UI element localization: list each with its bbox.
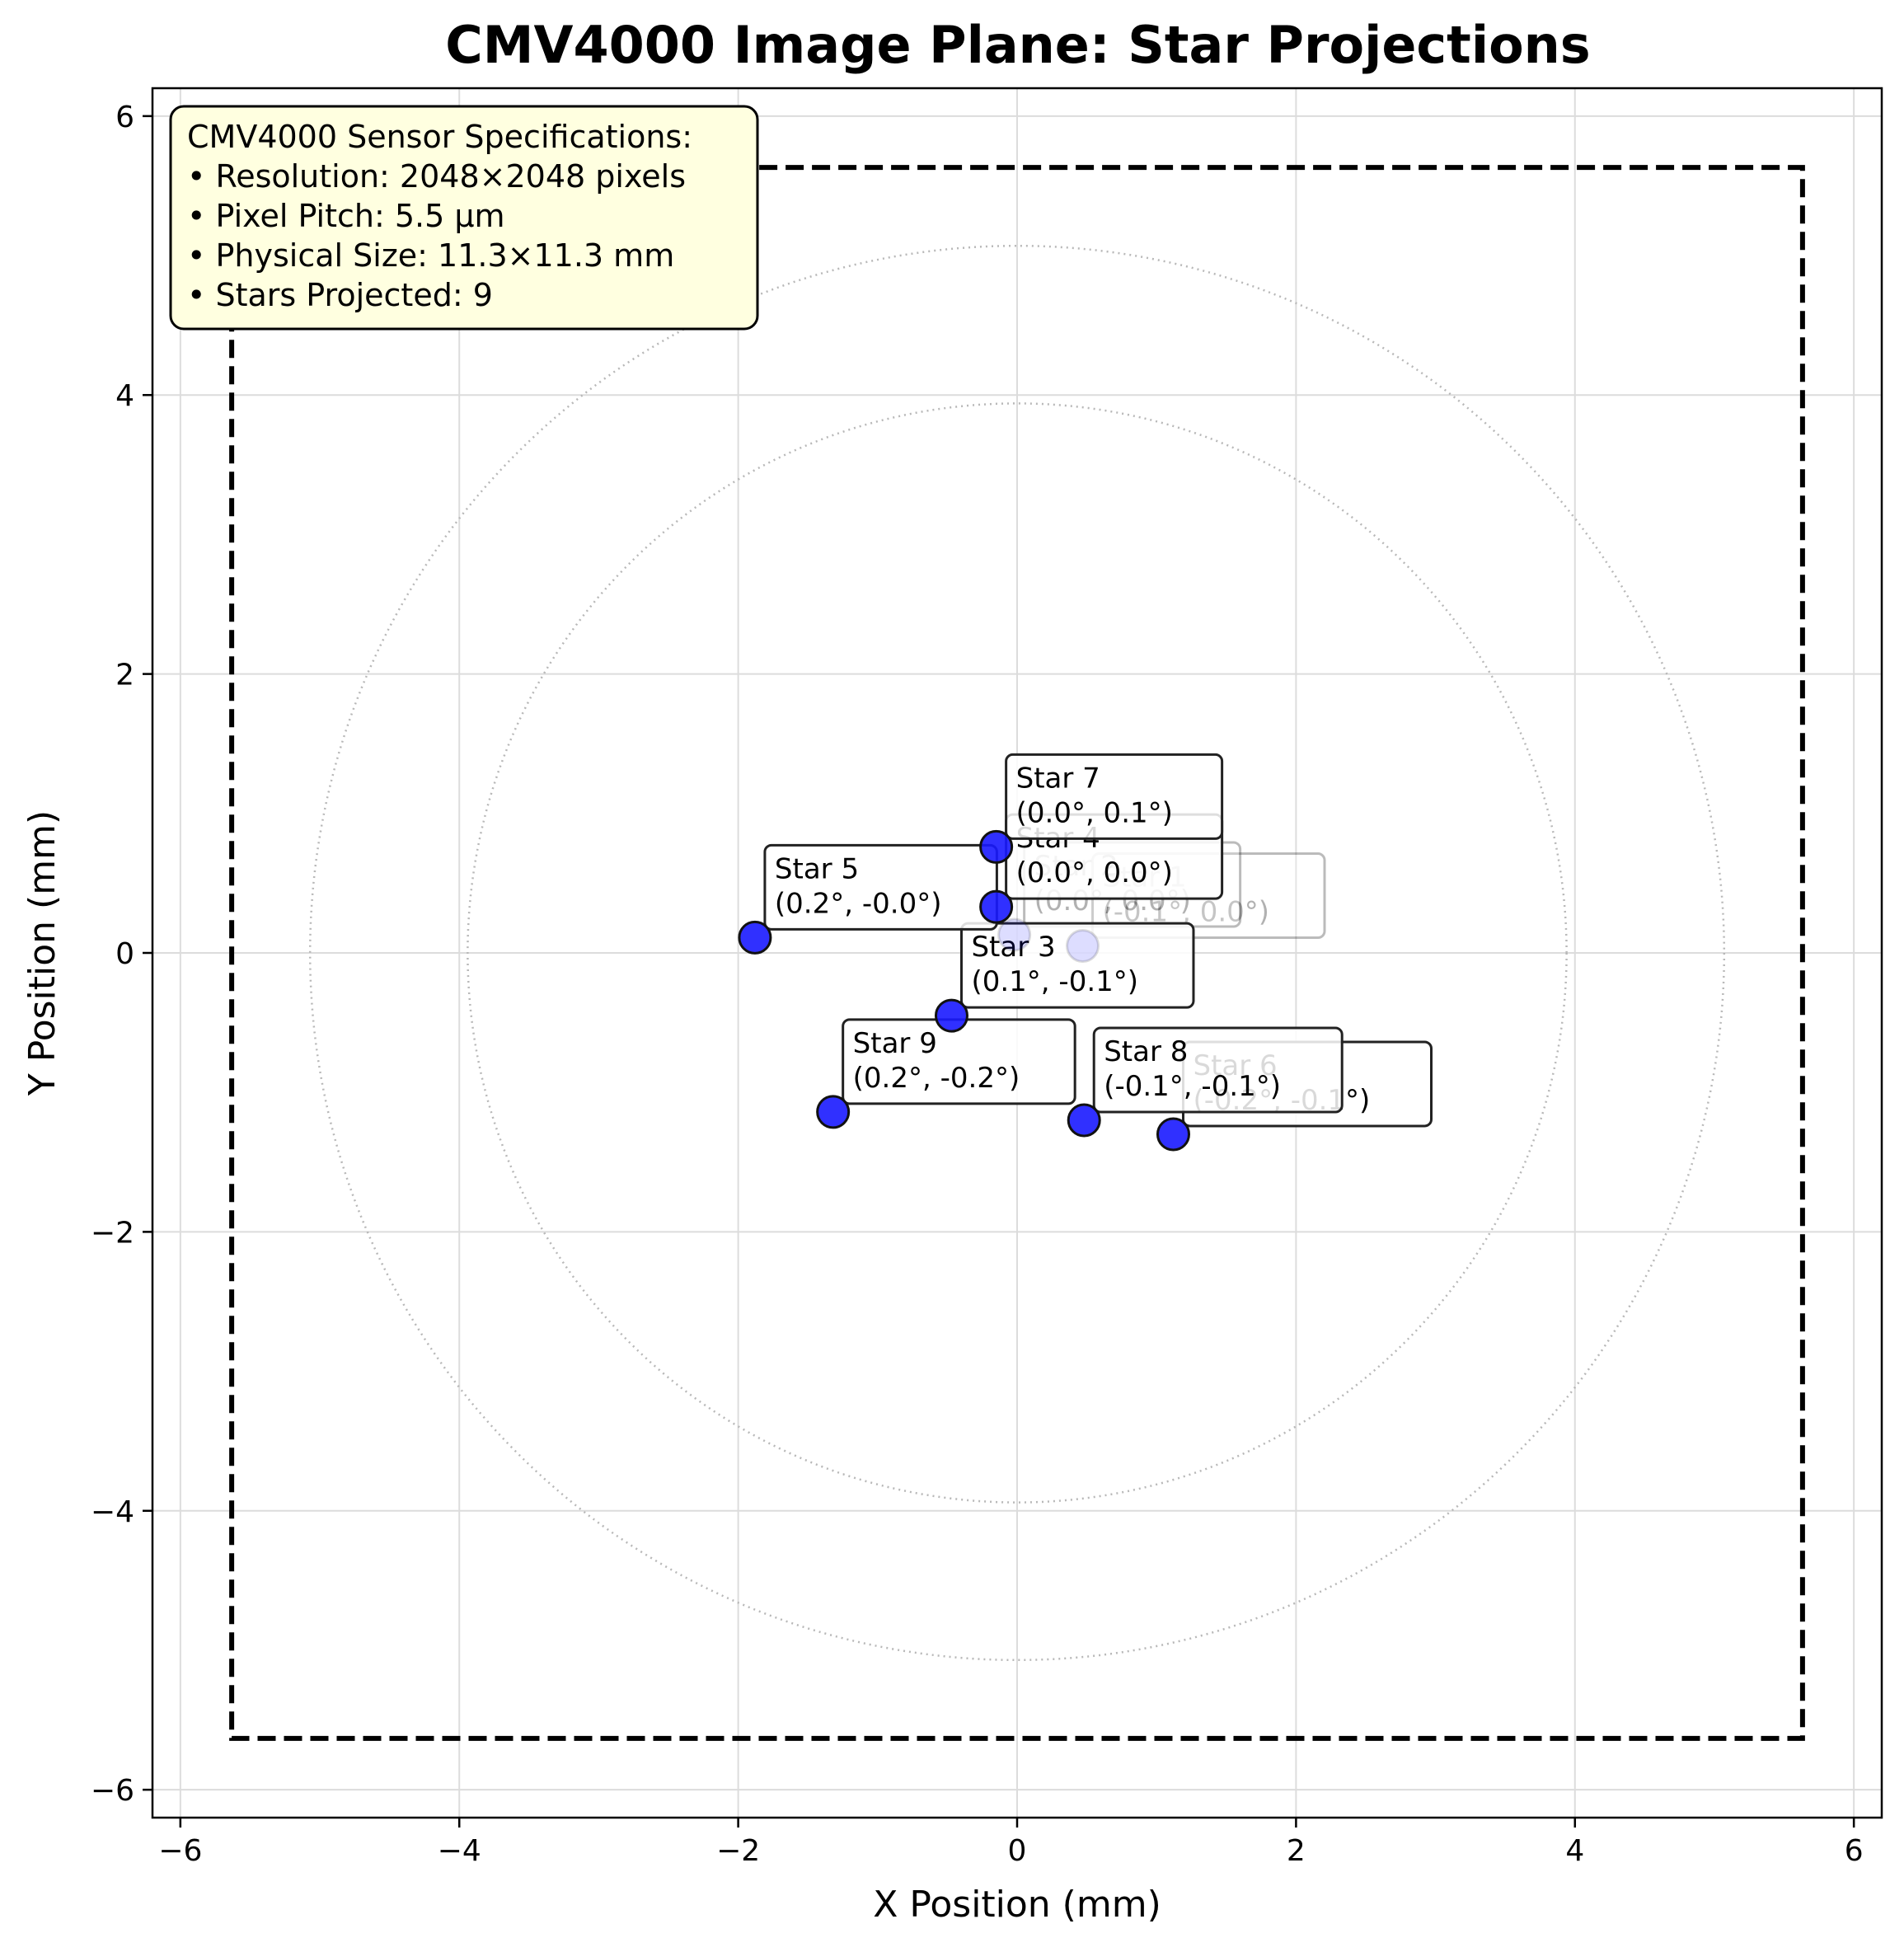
- x-tick-label: 4: [1565, 1834, 1584, 1868]
- star-marker: [1066, 929, 1100, 964]
- star-label: Star 9(0.2°, -0.2°): [842, 1018, 1076, 1105]
- y-tick-label: −2: [91, 1216, 134, 1250]
- star-label-text: (-0.1°, -0.1°): [1104, 1070, 1281, 1103]
- x-tick-label: −4: [438, 1834, 481, 1868]
- star-label-box: [1005, 753, 1224, 840]
- y-tick-label: 4: [115, 379, 134, 413]
- y-tick-label: −4: [91, 1495, 134, 1529]
- info-box-line: • Physical Size: 11.3×11.3 mm: [187, 237, 674, 274]
- star-label-text: (0.1°, -0.1°): [971, 965, 1138, 998]
- star-label-text: (0.2°, -0.0°): [775, 887, 942, 920]
- chart-title: CMV4000 Image Plane: Star Projections: [445, 15, 1590, 75]
- star-label: Star 7(0.0°, 0.1°): [1005, 753, 1224, 840]
- y-axis-label: Y Position (mm): [21, 810, 63, 1096]
- star-label-box: [1092, 1026, 1344, 1114]
- star-marker: [997, 917, 1032, 952]
- reference-circle: [308, 244, 1726, 1662]
- star-label-text: Star 9: [853, 1027, 937, 1060]
- star-label-text: (0.0°, 0.0°): [1016, 856, 1173, 889]
- sensor-outline: [229, 165, 1805, 1741]
- star-marker: [1156, 1117, 1190, 1152]
- x-axis-ticks: −6 −4 −2 0 2 4 6: [158, 1818, 1864, 1868]
- info-box-line: • Stars Projected: 9: [187, 277, 493, 313]
- star-marker: [738, 920, 772, 955]
- info-box-line: CMV4000 Sensor Specifications:: [187, 119, 692, 155]
- sensor-boundary: [229, 165, 1805, 1741]
- star-label-text: Star 5: [775, 852, 859, 885]
- x-tick-label: 2: [1287, 1834, 1306, 1868]
- star-label-text: Star 7: [1016, 762, 1100, 795]
- star-label-box: [959, 922, 1195, 1009]
- label-boxes: Star 1(-0.1°, 0.0°)Star 2(0.0°, 0.0°)Sta…: [763, 753, 1433, 1128]
- x-tick-label: −2: [716, 1834, 760, 1868]
- grid-lines: [152, 88, 1882, 1818]
- x-tick-label: −6: [158, 1834, 202, 1868]
- star-label-text: Star 3: [971, 931, 1055, 964]
- info-box-line: • Pixel Pitch: 5.5 µm: [187, 198, 505, 234]
- x-tick-label: 6: [1845, 1834, 1864, 1868]
- y-tick-label: −6: [91, 1774, 134, 1808]
- info-box-line: • Resolution: 2048×2048 pixels: [187, 158, 686, 195]
- star-marker: [934, 998, 968, 1033]
- reference-circles: [308, 244, 1726, 1662]
- y-tick-label: 0: [115, 937, 134, 971]
- star-label: Star 3(0.1°, -0.1°): [959, 922, 1195, 1009]
- y-tick-label: 6: [115, 101, 134, 134]
- sensor-specifications-box: CMV4000 Sensor Specifications:• Resoluti…: [169, 105, 759, 331]
- star-marker: [816, 1095, 851, 1129]
- star-marker: [1067, 1103, 1101, 1138]
- x-axis-label: X Position (mm): [873, 1884, 1161, 1926]
- star-label-text: (0.2°, -0.2°): [853, 1062, 1020, 1095]
- reference-circle: [467, 402, 1568, 1504]
- x-tick-label: 0: [1008, 1834, 1027, 1868]
- star-markers: [738, 829, 1190, 1152]
- star-label-text: Star 8: [1104, 1035, 1188, 1068]
- info-box-frame: [169, 105, 759, 331]
- star-label-box: [763, 843, 998, 931]
- star-marker: [979, 889, 1014, 924]
- star-label: Star 5(0.2°, -0.0°): [763, 843, 998, 931]
- y-axis-ticks: −6 −4 −2 0 2 4 6: [91, 101, 152, 1808]
- star-marker: [979, 829, 1014, 864]
- star-label: Star 8(-0.1°, -0.1°): [1092, 1026, 1344, 1114]
- y-tick-label: 2: [115, 659, 134, 692]
- star-label-text: (0.0°, 0.1°): [1016, 796, 1173, 829]
